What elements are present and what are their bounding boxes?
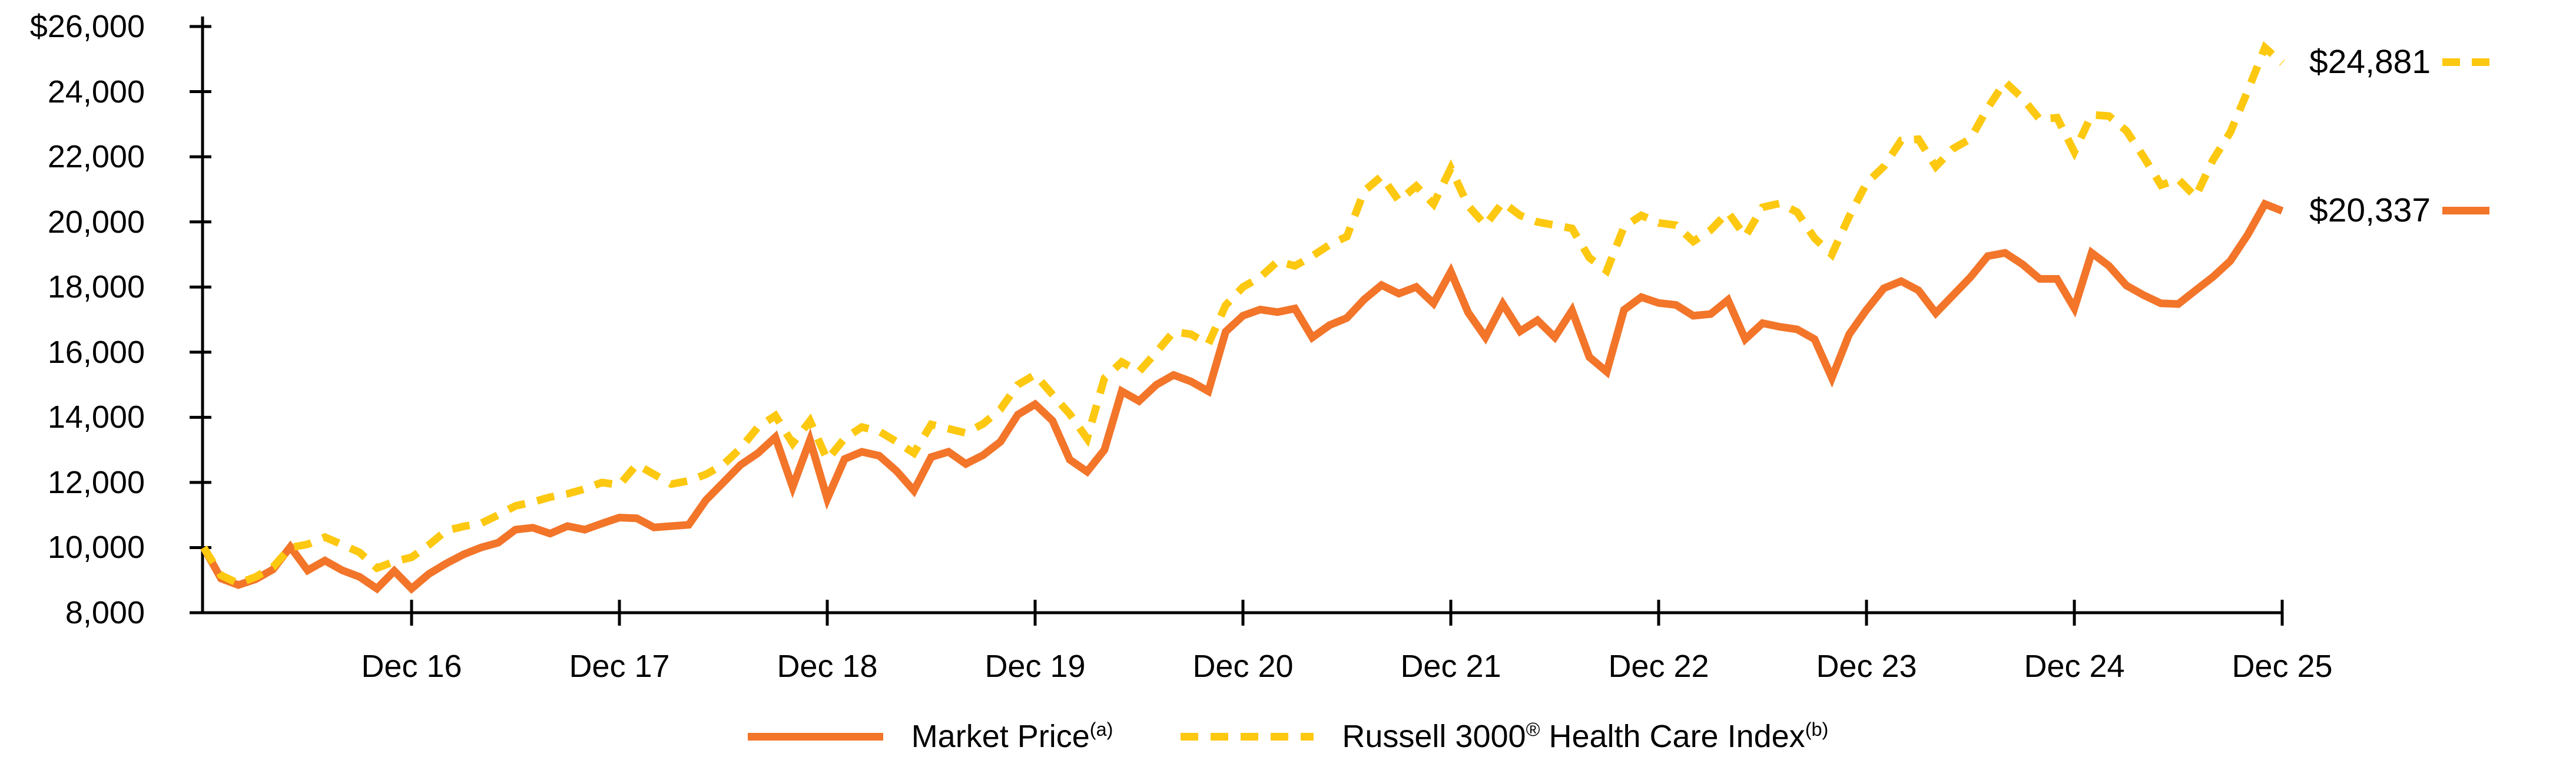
index-end-value-text: $24,881 (2309, 43, 2431, 81)
market-price-end-value-label: $20,337 (2309, 191, 2490, 230)
legend-label: Market Price(a) (911, 719, 1113, 754)
x-axis-label: Dec 25 (2232, 649, 2333, 684)
x-axis-label: Dec 18 (777, 649, 878, 684)
y-axis-label: 16,000 (47, 334, 145, 370)
index-line-sample-icon (2442, 58, 2492, 66)
y-axis-label: 14,000 (47, 399, 145, 435)
y-axis-label: 20,000 (47, 204, 145, 240)
y-axis-label: 12,000 (47, 464, 145, 500)
y-axis-label: 10,000 (47, 530, 145, 566)
y-axis-label: 8,000 (65, 595, 145, 630)
x-axis-label: Dec 19 (984, 649, 1086, 684)
market-price-line (200, 199, 2284, 594)
market-price-legend-swatch-icon (747, 732, 883, 741)
x-axis-label: Dec 17 (569, 649, 670, 684)
y-axis-label: $26,000 (29, 9, 145, 44)
market-price-end-value-text: $20,337 (2309, 191, 2431, 229)
x-axis-label: Dec 20 (1192, 649, 1294, 684)
x-axis-label: Dec 22 (1608, 649, 1709, 684)
y-axis-label: 24,000 (47, 74, 145, 110)
legend-item-market-price: Market Price(a) (747, 718, 1113, 755)
x-axis-label: Dec 16 (361, 649, 462, 684)
index-end-value-label: $24,881 (2309, 42, 2492, 81)
index-legend-swatch-icon (1181, 732, 1314, 741)
x-axis-label: Dec 23 (1816, 649, 1917, 684)
legend-label: Russell 3000® Health Care Index(b) (1342, 719, 1829, 754)
y-axis-label: 22,000 (47, 139, 145, 175)
legend-item-index: Russell 3000® Health Care Index(b) (1181, 718, 1828, 755)
legend: Market Price(a) Russell 3000® Health Care… (0, 718, 2576, 755)
x-axis-label: Dec 21 (1400, 649, 1501, 684)
y-axis-label: 18,000 (47, 269, 145, 305)
index-line (200, 41, 2285, 588)
x-axis-label: Dec 24 (2024, 649, 2125, 684)
market-price-line-sample-icon (2442, 206, 2490, 214)
